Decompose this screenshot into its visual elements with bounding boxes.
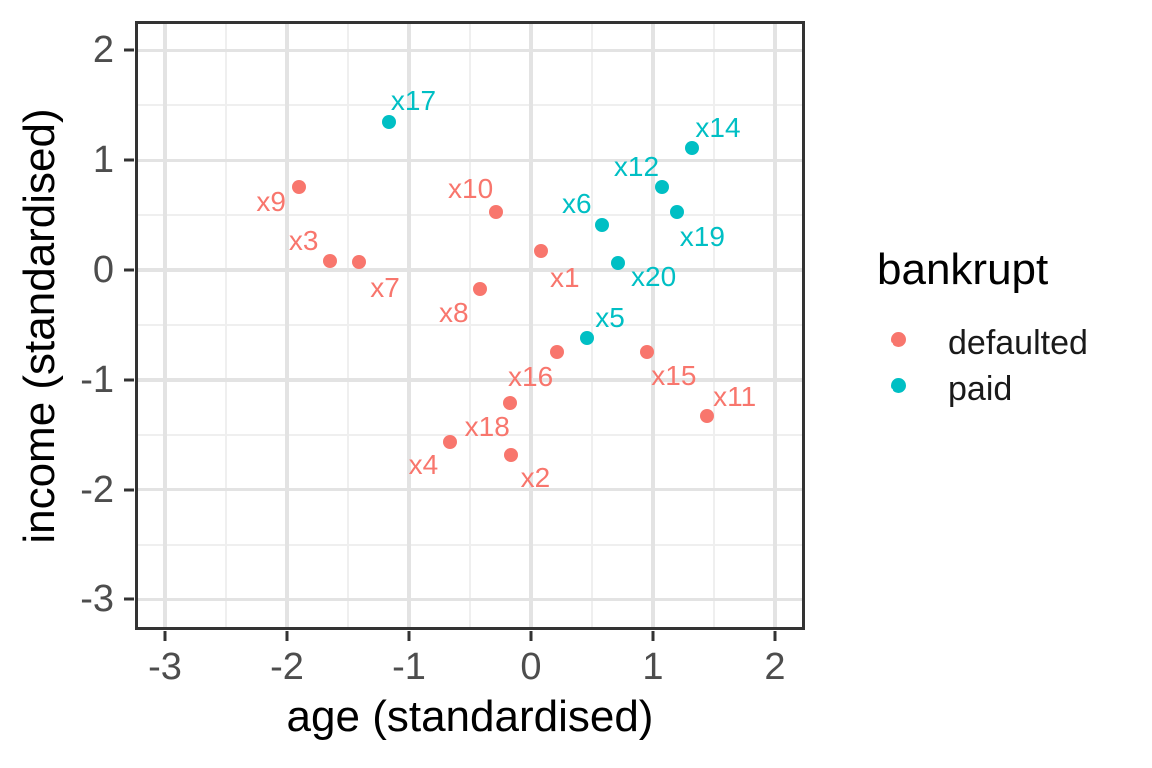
data-point xyxy=(699,409,714,424)
data-point-label: x5 xyxy=(595,302,625,334)
x-tick-mark xyxy=(773,631,777,641)
legend-title: bankrupt xyxy=(877,245,1049,294)
x-gridline-major xyxy=(773,23,777,628)
y-tick-label: -3 xyxy=(80,578,114,621)
x-tick-mark xyxy=(407,631,411,641)
legend-item: a defaulted xyxy=(877,320,1088,366)
data-point-label: x6 xyxy=(561,188,592,220)
y-gridline-major xyxy=(137,378,803,382)
data-point xyxy=(533,244,548,259)
data-point-label: x9 xyxy=(256,185,287,217)
data-point-label: x12 xyxy=(613,150,660,182)
x-gridline-major xyxy=(651,23,655,628)
data-point-label: x7 xyxy=(370,272,400,304)
x-tick-label: 2 xyxy=(764,646,786,688)
y-gridline-minor xyxy=(137,433,803,436)
points-layer: x1 x2 x3 x4 x5 x6 x7 x8 x9 x10 x11 x12 x14 x15 x16 x17 x… xyxy=(137,23,803,628)
legend-item-label: paid xyxy=(948,370,1013,409)
data-point xyxy=(352,255,366,270)
y-tick-mark xyxy=(124,488,134,492)
y-tick-mark xyxy=(124,48,134,52)
grid-layer xyxy=(137,23,803,628)
y-gridline-minor xyxy=(137,543,803,546)
data-point xyxy=(488,204,503,219)
data-point xyxy=(685,141,699,156)
data-point xyxy=(639,345,654,360)
y-gridline-minor xyxy=(137,323,803,326)
data-point xyxy=(472,281,487,296)
plot-panel: x1 x2 x3 x4 x5 x6 x7 x8 x9 x10 x11 x12 x14 x15 x16 x17 x… xyxy=(137,23,803,628)
data-point-label: x19 xyxy=(679,220,725,252)
data-point-label: x8 xyxy=(438,296,469,328)
x-axis-title: age (standardised) xyxy=(286,692,654,741)
x-gridline-major xyxy=(407,23,411,628)
x-tick-label: -1 xyxy=(392,646,426,688)
data-point-label: x2 xyxy=(520,461,551,493)
y-gridline-major xyxy=(137,158,803,162)
data-point xyxy=(503,395,518,410)
data-point xyxy=(443,435,458,450)
x-gridline-major xyxy=(529,23,533,628)
y-tick-mark xyxy=(124,378,134,382)
y-tick-label: -2 xyxy=(80,468,114,511)
data-point xyxy=(654,179,669,194)
legend-items: a defaulted a paid xyxy=(877,320,1088,412)
data-point-label: x11 xyxy=(713,381,757,413)
data-point-label: x18 xyxy=(464,410,510,442)
data-point xyxy=(292,179,307,194)
y-gridline-major xyxy=(137,597,803,602)
legend-key: a xyxy=(880,320,918,366)
data-point-label: x10 xyxy=(448,172,494,204)
y-tick-label: 1 xyxy=(92,139,114,182)
x-tick-mark xyxy=(651,631,655,641)
data-point-label: x16 xyxy=(508,361,554,393)
legend: bankrupt a defaulted a paid xyxy=(877,245,1088,412)
legend-item: a paid xyxy=(877,366,1088,412)
x-tick-label: -3 xyxy=(148,646,182,688)
legend-key-dot xyxy=(891,332,906,348)
data-point xyxy=(322,254,337,269)
data-point-label: x15 xyxy=(651,360,697,392)
data-point xyxy=(382,114,397,129)
data-point xyxy=(610,256,625,271)
y-gridline-major xyxy=(137,268,803,272)
x-gridline-major xyxy=(163,23,167,628)
x-tick-label: 0 xyxy=(520,646,542,688)
y-tick-mark xyxy=(124,268,134,272)
legend-key: a xyxy=(880,366,918,412)
y-gridline-minor xyxy=(137,214,803,217)
legend-key-a-glyph: a xyxy=(885,336,895,356)
data-point-label: x3 xyxy=(288,225,319,257)
data-point-label: x17 xyxy=(390,84,437,116)
legend-key-a-glyph: a xyxy=(885,382,895,402)
y-tick-label: 0 xyxy=(92,249,114,292)
data-point xyxy=(594,218,609,233)
data-point xyxy=(504,447,519,462)
data-point xyxy=(670,204,685,219)
y-axis-title: income (standardised) xyxy=(14,108,64,544)
y-tick-label: -1 xyxy=(80,358,114,401)
legend-item-label: defaulted xyxy=(948,324,1088,363)
y-tick-mark xyxy=(124,158,134,162)
x-tick-mark xyxy=(163,631,167,641)
data-point-label: x4 xyxy=(408,449,439,481)
y-gridline-major xyxy=(137,487,803,492)
y-tick-label: 2 xyxy=(92,29,114,72)
x-tick-label: 1 xyxy=(642,646,664,688)
y-gridline-minor xyxy=(137,104,803,107)
data-point xyxy=(580,331,595,346)
data-point-label: x20 xyxy=(631,261,677,293)
y-gridline-major xyxy=(137,48,803,53)
x-gridline-major xyxy=(285,23,289,628)
x-tick-mark xyxy=(529,631,533,641)
y-tick-mark xyxy=(124,597,134,601)
x-tick-label: -2 xyxy=(270,646,304,688)
x-tick-mark xyxy=(285,631,289,641)
legend-key-dot xyxy=(891,378,906,394)
data-point-label: x1 xyxy=(549,262,580,294)
data-point xyxy=(549,345,564,360)
data-point-label: x14 xyxy=(695,112,741,144)
